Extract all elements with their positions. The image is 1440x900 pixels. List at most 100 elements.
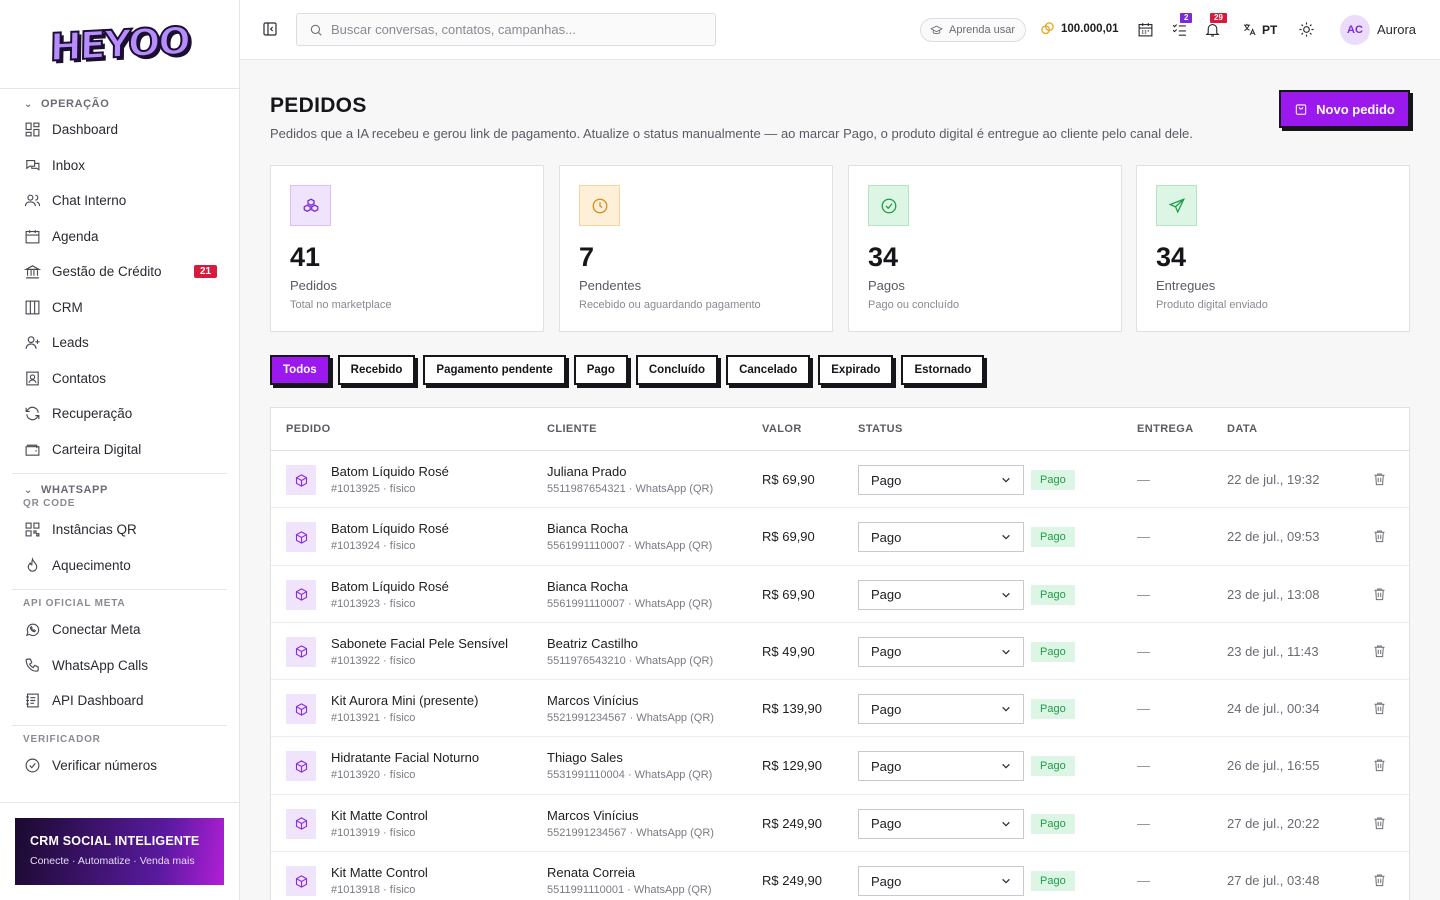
sidebar-item-leads[interactable]: Leads (0, 325, 239, 361)
calendar-icon[interactable] (1137, 21, 1154, 38)
table-row[interactable]: Batom Líquido Rosé #1013923 · físico Bia… (271, 566, 1409, 623)
product-name[interactable]: Kit Matte Control (331, 865, 428, 881)
client-name[interactable]: Beatriz Castilho (547, 635, 639, 651)
col-pedido[interactable]: PEDIDO (286, 423, 331, 435)
product-name[interactable]: Hidratante Facial Noturno (331, 750, 480, 766)
client-name[interactable]: Thiago Sales (547, 750, 623, 766)
client-name[interactable]: Bianca Rocha (547, 578, 628, 594)
status-select[interactable]: Pago (858, 866, 1024, 897)
trash-icon[interactable] (1372, 815, 1387, 831)
sidebar-item-chat-interno[interactable]: Chat Interno (0, 183, 239, 219)
brand-logo[interactable]: HEYOO (49, 17, 191, 70)
sidebar-item-crm[interactable]: CRM (0, 290, 239, 326)
sidebar-item-dashboard[interactable]: Dashboard (0, 112, 239, 148)
col-valor[interactable]: VALOR (762, 423, 802, 435)
filter-concluido[interactable]: Concluído (635, 355, 719, 385)
trash-icon[interactable] (1372, 643, 1387, 659)
sidebar-collapse-icon[interactable] (262, 21, 278, 37)
sidebar-item-gestao-credito[interactable]: Gestão de Crédito 21 (0, 254, 239, 290)
trash-icon[interactable] (1372, 586, 1387, 602)
filter-recebido[interactable]: Recebido (337, 355, 416, 385)
language-switcher[interactable]: PT (1242, 22, 1277, 37)
sidebar-item-instancias-qr[interactable]: Instâncias QR (0, 512, 239, 548)
client-name[interactable]: Bianca Rocha (547, 521, 628, 537)
sidebar-item-contatos[interactable]: Contatos (0, 361, 239, 397)
filter-pago[interactable]: Pago (573, 355, 628, 385)
order-value: R$ 69,90 (762, 472, 815, 487)
product-name[interactable]: Batom Líquido Rosé (331, 578, 449, 594)
filter-cancelado[interactable]: Cancelado (726, 355, 811, 385)
search-input[interactable] (331, 22, 691, 37)
filter-pagamento-pendente[interactable]: Pagamento pendente (423, 355, 566, 385)
section-operacao[interactable]: ⌄ OPERAÇÃO (24, 98, 110, 110)
sidebar-item-conectar-meta[interactable]: Conectar Meta (0, 612, 239, 648)
status-select[interactable]: Pago (858, 751, 1024, 782)
avatar[interactable]: AC (1340, 15, 1370, 45)
col-entrega[interactable]: ENTREGA (1137, 423, 1194, 435)
client-name[interactable]: Marcos Vinícius (547, 807, 639, 823)
filter-estornado[interactable]: Estornado (901, 355, 985, 385)
table-row[interactable]: Batom Líquido Rosé #1013924 · físico Bia… (271, 508, 1409, 566)
package-icon (295, 531, 307, 544)
package-icon (295, 702, 307, 716)
status-select[interactable]: Pago (858, 522, 1024, 553)
order-date: 23 de jul., 11:43 (1227, 643, 1319, 659)
client-name[interactable]: Renata Correia (547, 865, 636, 881)
col-cliente[interactable]: CLIENTE (547, 423, 597, 435)
product-name[interactable]: Kit Matte Control (331, 807, 428, 823)
trash-icon[interactable] (1372, 528, 1387, 544)
table-row[interactable]: Kit Aurora Mini (presente) #1013921 · fí… (271, 680, 1409, 738)
sidebar-item-recuperacao[interactable]: Recuperação (0, 396, 239, 432)
stat-label: Entregues (1156, 278, 1216, 293)
status-select[interactable]: Pago (858, 636, 1024, 667)
sidebar-item-verificar-numeros[interactable]: Verificar números (0, 748, 239, 784)
status-select[interactable]: Pago (858, 465, 1024, 495)
sidebar-item-agenda[interactable]: Agenda (0, 219, 239, 255)
trash-icon[interactable] (1372, 872, 1387, 888)
table-row[interactable]: Batom Líquido Rosé #1013925 · físico Jul… (271, 451, 1409, 509)
status-select[interactable]: Pago (858, 808, 1024, 839)
product-icon-wrap (286, 522, 316, 553)
chevron-down-icon (1002, 707, 1010, 712)
table-row[interactable]: Hidratante Facial Noturno #1013920 · fís… (271, 737, 1409, 795)
subsection-api-meta: API OFICIAL META (23, 598, 126, 609)
sidebar-item-inbox[interactable]: Inbox (0, 148, 239, 184)
sidebar-nav: ⌄ OPERAÇÃO Dashboard Inbox Chat Interno A… (0, 89, 239, 783)
stat-label: Pagos (868, 278, 905, 293)
learn-button[interactable]: Aprenda usar (920, 18, 1027, 42)
filter-expirado[interactable]: Expirado (818, 355, 894, 385)
sidebar-item-api-dashboard[interactable]: API Dashboard (0, 683, 239, 719)
status-select[interactable]: Pago (858, 694, 1024, 725)
users-icon (24, 194, 41, 207)
tasks-icon[interactable] (1171, 21, 1188, 38)
product-name[interactable]: Batom Líquido Rosé (331, 464, 449, 479)
status-select[interactable]: Pago (858, 579, 1024, 610)
sidebar-item-aquecimento[interactable]: Aquecimento (0, 548, 239, 584)
product-name[interactable]: Kit Aurora Mini (presente) (331, 693, 479, 709)
new-order-button[interactable]: Novo pedido (1279, 90, 1410, 128)
table-row[interactable]: Kit Matte Control #1013919 · físico Marc… (271, 795, 1409, 853)
username[interactable]: Aurora (1377, 22, 1417, 37)
trash-icon[interactable] (1372, 700, 1387, 716)
col-status[interactable]: STATUS (858, 423, 903, 435)
table-row[interactable]: Kit Matte Control #1013918 · físico Rena… (271, 852, 1409, 900)
filter-todos[interactable]: Todos (270, 355, 330, 385)
product-icon-wrap (286, 694, 316, 725)
product-name[interactable]: Batom Líquido Rosé (331, 521, 449, 537)
credits-balance[interactable]: 100.000,01 (1040, 21, 1119, 36)
sun-icon[interactable] (1298, 21, 1315, 38)
bell-icon[interactable] (1204, 21, 1221, 38)
sidebar-item-whatsapp-calls[interactable]: WhatsApp Calls (0, 648, 239, 684)
trash-icon[interactable] (1372, 757, 1387, 773)
sidebar-item-carteira-digital[interactable]: Carteira Digital (0, 432, 239, 468)
product-name[interactable]: Sabonete Facial Pele Sensível (331, 635, 509, 651)
coins-icon (1041, 22, 1054, 35)
table-row[interactable]: Sabonete Facial Pele Sensível #1013922 ·… (271, 623, 1409, 681)
client-name[interactable]: Marcos Vinícius (547, 693, 639, 709)
client-name[interactable]: Juliana Prado (547, 464, 627, 479)
col-data[interactable]: DATA (1227, 423, 1258, 435)
trash-icon[interactable] (1372, 471, 1387, 487)
qr-icon (25, 522, 40, 537)
section-whatsapp[interactable]: ⌄ WHATSAPP (24, 484, 108, 496)
promo-banner[interactable]: CRM SOCIAL INTELIGENTE Conecte · Automat… (15, 818, 224, 885)
